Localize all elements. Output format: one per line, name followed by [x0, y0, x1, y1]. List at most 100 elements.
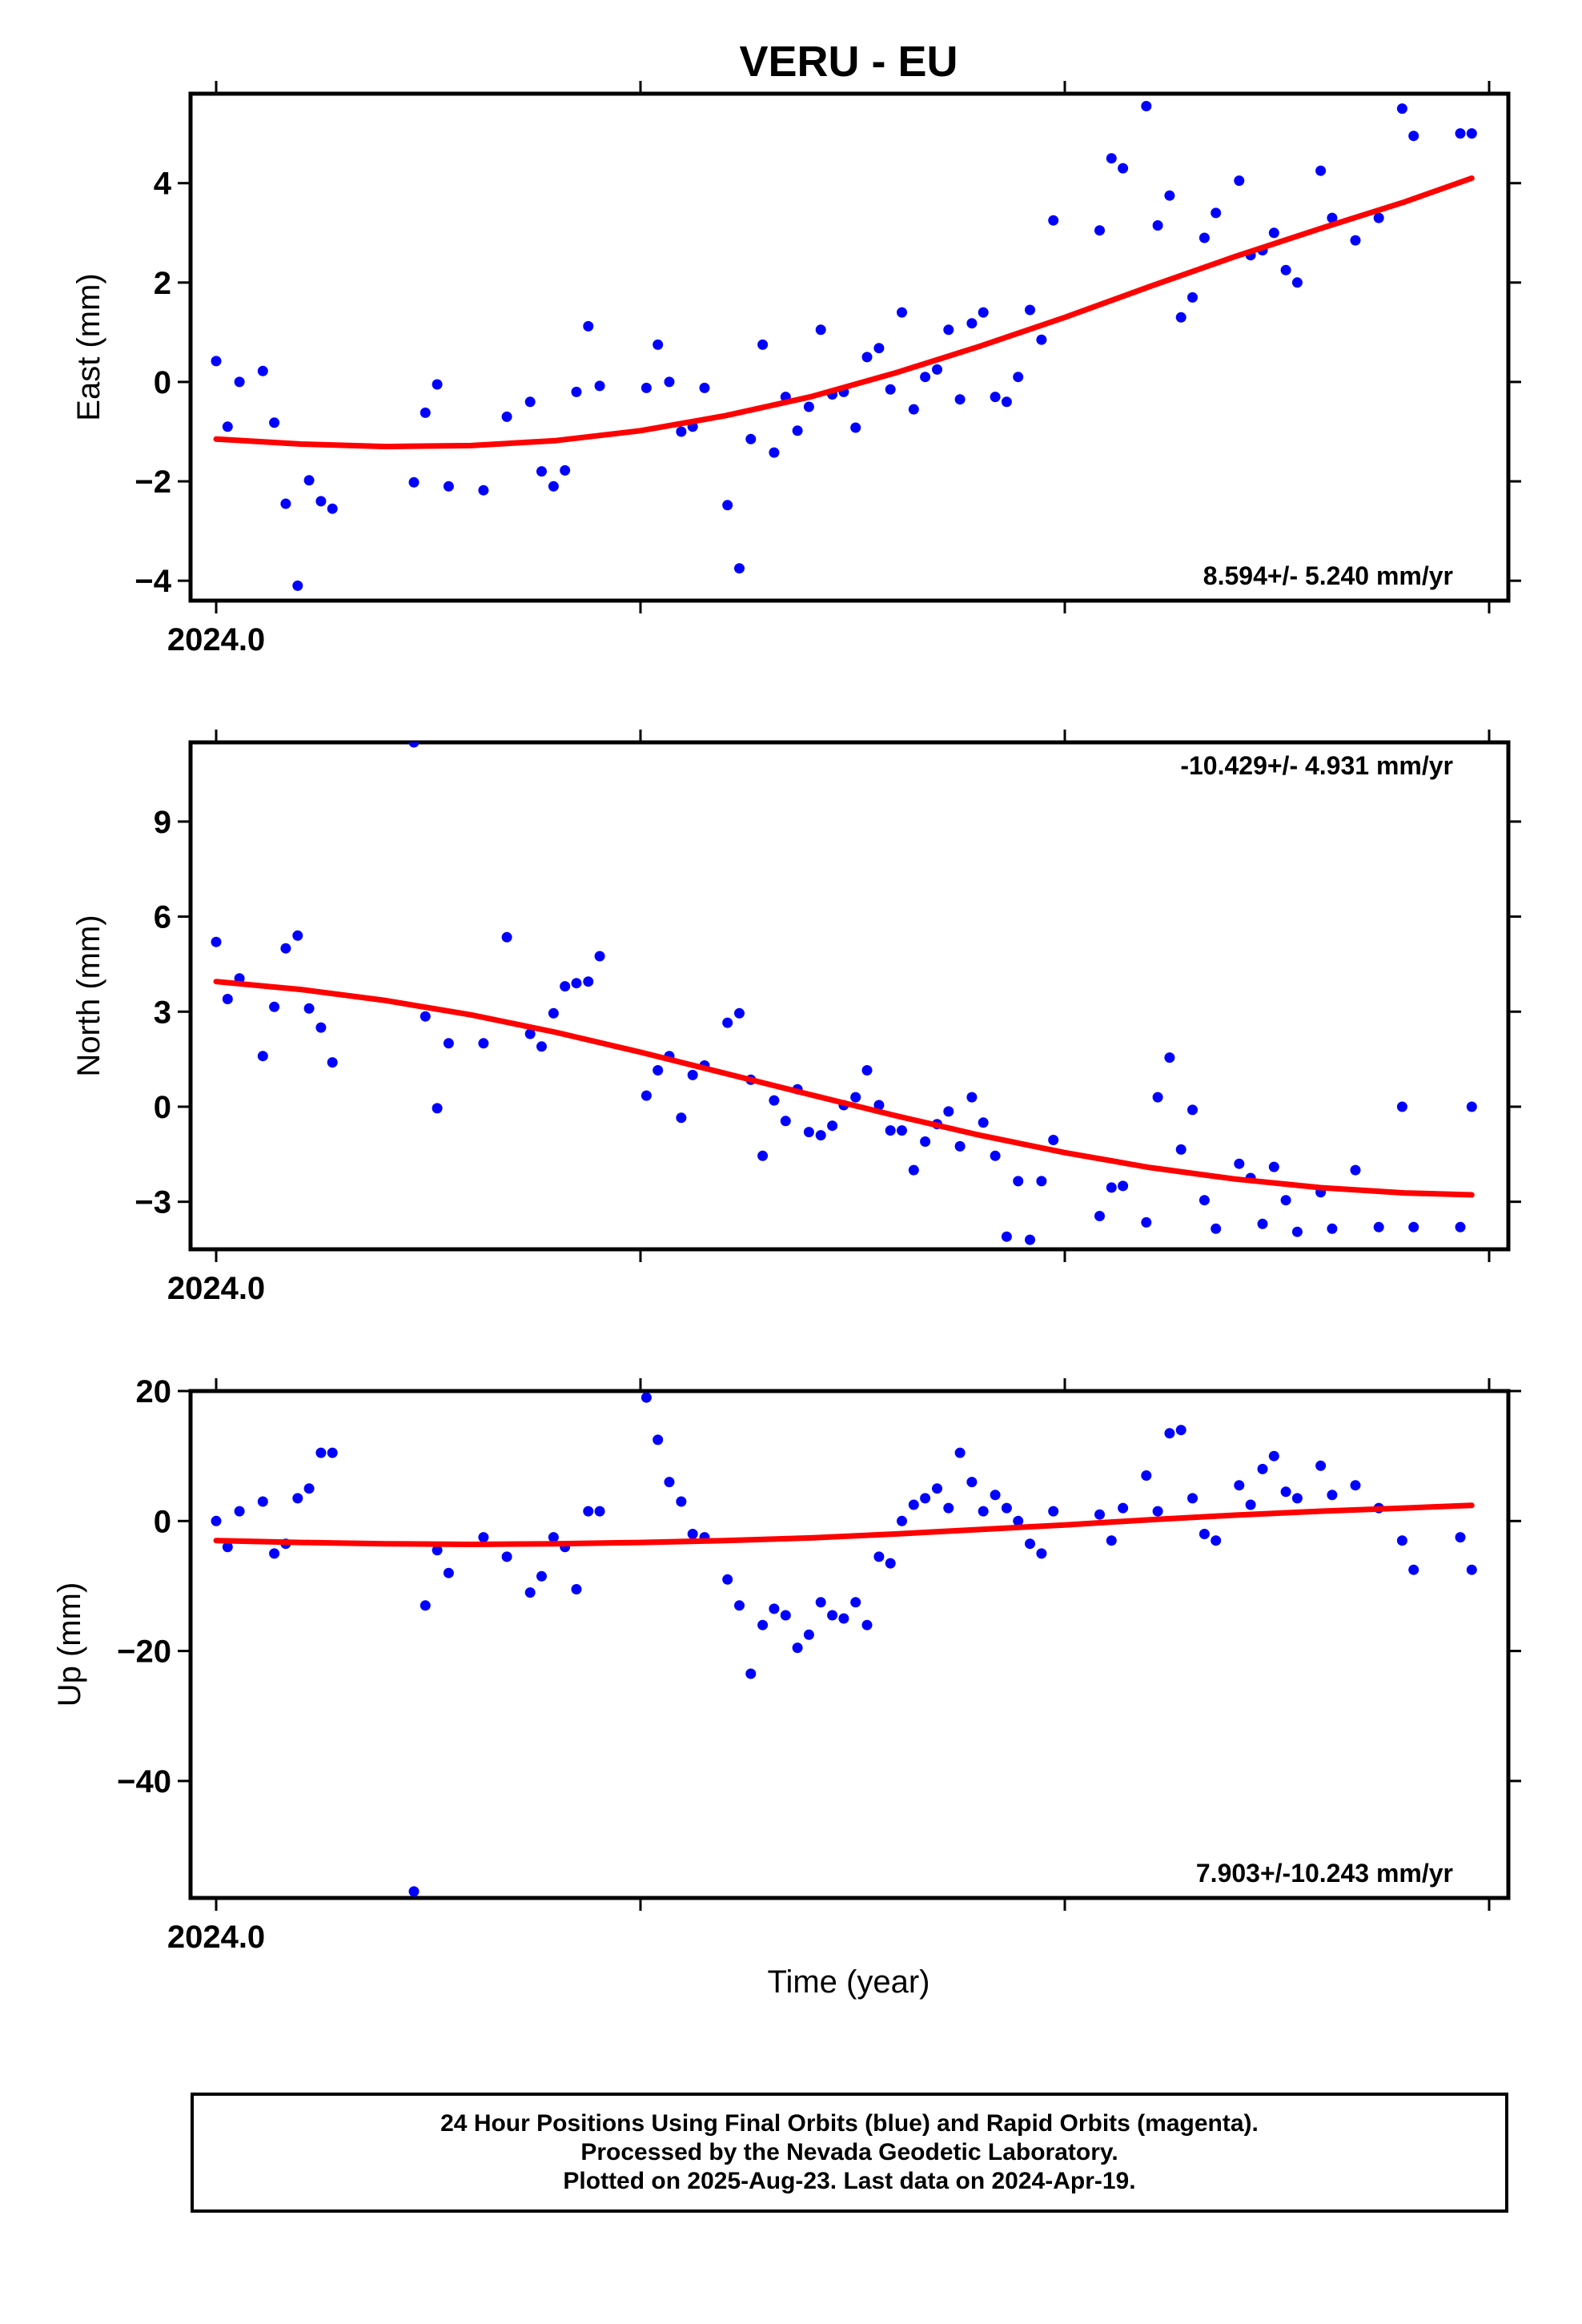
- data-point: [1455, 128, 1466, 139]
- data-point: [1455, 1221, 1466, 1232]
- data-point: [850, 1092, 861, 1103]
- data-point: [838, 1613, 849, 1624]
- data-point: [699, 382, 710, 393]
- data-point: [1234, 1480, 1245, 1491]
- data-point: [640, 1090, 652, 1101]
- data-point: [990, 392, 1001, 403]
- data-point: [1268, 227, 1279, 239]
- data-point: [420, 407, 431, 418]
- data-point: [861, 1065, 873, 1076]
- data-point: [652, 1065, 664, 1076]
- data-point: [1350, 1480, 1361, 1491]
- data-point: [1025, 1234, 1035, 1245]
- data-point: [1373, 212, 1384, 223]
- data-point: [571, 386, 582, 397]
- data-point: [990, 1150, 1001, 1161]
- data-point: [571, 978, 582, 989]
- data-point: [827, 1120, 838, 1132]
- panel-2: 2024.0 −3 0 3 6 9 North (mm) -10.429+/- 4.931 m…: [71, 730, 1521, 1306]
- data-point: [408, 476, 420, 488]
- data-point: [594, 951, 605, 962]
- data-point: [1315, 165, 1327, 176]
- data-point: [908, 404, 919, 415]
- data-point: [1025, 304, 1035, 316]
- data-point: [1152, 1506, 1163, 1517]
- data-point: [943, 324, 954, 336]
- data-point: [850, 1597, 861, 1608]
- data-point: [211, 1515, 222, 1526]
- y-axis-label: North (mm): [71, 915, 106, 1076]
- footer-line-processed: Processed by the Nevada Geodetic Laborat…: [580, 2139, 1118, 2165]
- y-tick-label: −20: [117, 1634, 171, 1670]
- data-point: [478, 1038, 489, 1049]
- x-tick-label: 2024.0: [167, 1920, 265, 1955]
- y-tick-label: −3: [135, 1185, 171, 1220]
- plot-frame: [188, 91, 1511, 603]
- data-point: [966, 1477, 978, 1488]
- data-point: [990, 1490, 1001, 1501]
- y-tick-label: 4: [154, 167, 172, 202]
- data-point: [1152, 220, 1163, 231]
- data-point: [885, 1125, 896, 1136]
- data-point: [978, 1117, 989, 1128]
- data-point: [908, 1499, 919, 1510]
- data-point: [757, 1150, 769, 1161]
- data-point: [1327, 1490, 1338, 1501]
- data-point: [211, 356, 222, 367]
- y-axis-label: Up (mm): [52, 1582, 87, 1707]
- data-point: [443, 480, 454, 492]
- data-point: [1291, 1226, 1303, 1237]
- data-point: [792, 425, 803, 436]
- data-point: [1280, 264, 1291, 275]
- data-point: [1175, 1144, 1186, 1155]
- data-point: [443, 1567, 454, 1578]
- data-point: [687, 1529, 698, 1539]
- data-point: [1396, 1101, 1407, 1112]
- data-point: [1396, 103, 1407, 115]
- data-point: [873, 1100, 885, 1111]
- data-point: [292, 930, 303, 941]
- data-point: [1013, 1515, 1024, 1526]
- data-point: [1094, 1211, 1105, 1221]
- data-point: [548, 480, 559, 492]
- data-point: [560, 981, 571, 992]
- data-point: [583, 320, 594, 332]
- data-point: [676, 426, 687, 437]
- y-axis-label: East (mm): [71, 273, 106, 420]
- data-point: [594, 380, 605, 392]
- x-tick-label: 2024.0: [167, 622, 265, 657]
- data-point: [583, 1506, 594, 1517]
- data-point: [560, 464, 571, 476]
- data-point: [1199, 232, 1210, 243]
- plot-frame: [188, 1389, 1511, 1900]
- data-point: [1187, 1104, 1198, 1116]
- data-point: [780, 1610, 791, 1621]
- footer-line-plotted: Plotted on 2025-Aug-23. Last data on 202…: [563, 2168, 1136, 2194]
- data-point: [1455, 1532, 1466, 1543]
- data-point: [757, 1619, 769, 1630]
- data-point: [257, 365, 268, 376]
- data-point: [327, 1057, 338, 1068]
- data-point: [745, 1668, 757, 1679]
- data-point: [1291, 1493, 1303, 1504]
- data-point: [954, 394, 966, 405]
- data-point: [303, 475, 315, 486]
- data-point: [978, 1506, 989, 1517]
- data-point: [1373, 1221, 1384, 1232]
- data-point: [257, 1496, 268, 1507]
- data-point: [269, 417, 280, 428]
- y-tick-label: 9: [154, 805, 171, 840]
- data-point: [722, 1574, 733, 1585]
- data-point: [1466, 128, 1477, 139]
- data-point: [1118, 1180, 1129, 1192]
- data-point: [1466, 1101, 1477, 1112]
- data-point: [1211, 207, 1222, 219]
- data-point: [1106, 153, 1117, 164]
- data-point: [1268, 1450, 1279, 1462]
- data-point: [536, 466, 547, 477]
- data-point: [920, 1493, 931, 1504]
- velocity-rate-label: 8.594+/- 5.240 mm/yr: [1203, 561, 1453, 590]
- data-point: [234, 376, 245, 388]
- data-point: [943, 1106, 954, 1117]
- data-point: [908, 1164, 919, 1176]
